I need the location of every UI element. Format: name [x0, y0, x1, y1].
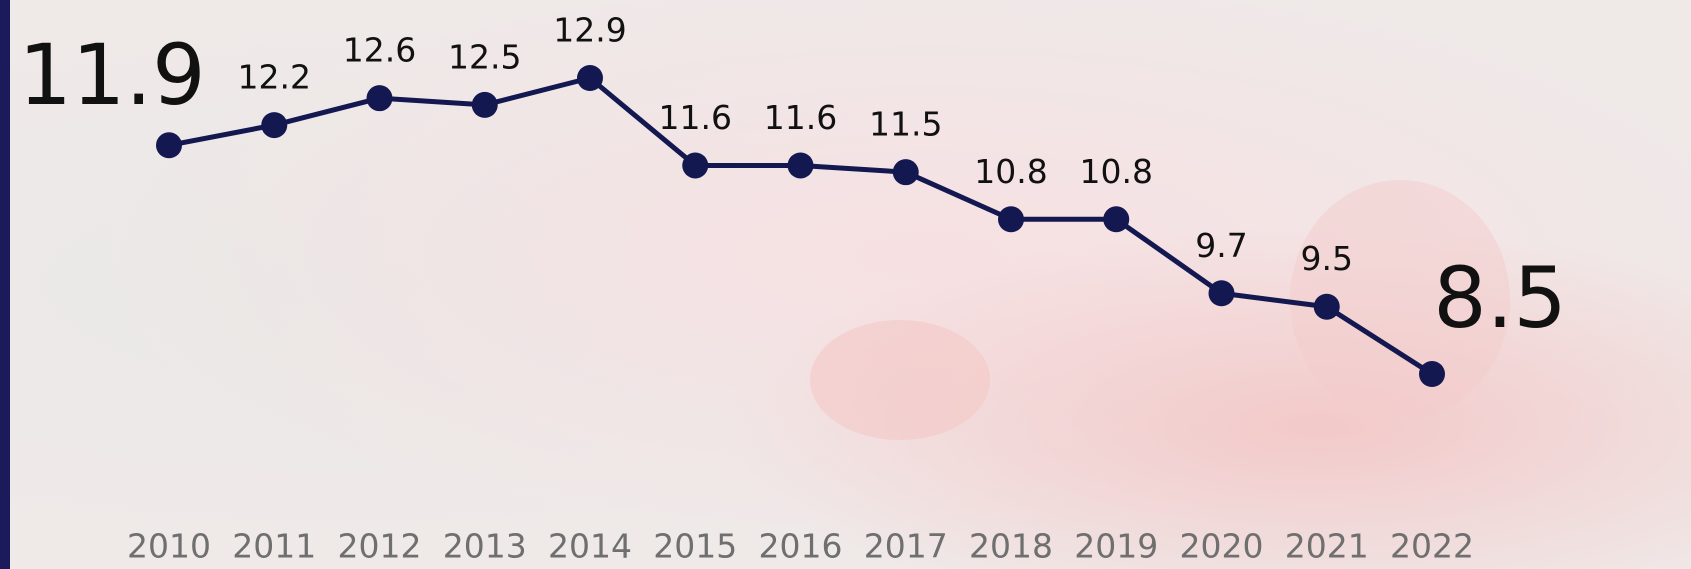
value-label: 12.9 [553, 11, 626, 50]
x-tick-label: 2016 [759, 527, 843, 566]
marker [1209, 280, 1235, 306]
x-tick-label: 2011 [232, 527, 316, 566]
marker [156, 132, 182, 158]
marker [577, 65, 603, 91]
x-tick-label: 2012 [338, 527, 422, 566]
value-label: 11.6 [659, 98, 732, 137]
value-label: 11.5 [869, 105, 942, 144]
x-tick-label: 2017 [864, 527, 948, 566]
marker [998, 206, 1024, 232]
marker [367, 85, 393, 111]
value-label: 11.6 [764, 98, 837, 137]
value-label: 12.6 [343, 31, 416, 70]
x-tick-label: 2021 [1285, 527, 1369, 566]
x-tick-label: 2014 [548, 527, 632, 566]
value-label: 9.7 [1195, 226, 1247, 265]
value-label: 12.2 [238, 58, 311, 97]
marker [261, 112, 287, 138]
x-tick-label: 2015 [653, 527, 737, 566]
value-label: 10.8 [974, 152, 1047, 191]
value-label: 12.5 [448, 37, 521, 76]
value-label: 8.5 [1433, 249, 1567, 347]
x-tick-label: 2010 [127, 527, 211, 566]
marker [1103, 206, 1129, 232]
side-bar [0, 0, 10, 569]
marker [682, 152, 708, 178]
marker [1419, 361, 1445, 387]
marker [472, 92, 498, 118]
decor [810, 320, 990, 440]
page: {"chart_data": {"type": "line", "categor… [0, 0, 1691, 569]
x-tick-label: 2019 [1074, 527, 1158, 566]
chart: 2010 2011 2012 2013 2014 2015 2016 2017 2018 2019… [0, 0, 1691, 569]
marker [1314, 294, 1340, 320]
x-tick-label: 2020 [1180, 527, 1264, 566]
marker [788, 152, 814, 178]
value-label: 11.9 [18, 26, 205, 124]
value-label: 10.8 [1080, 152, 1153, 191]
x-tick-label: 2013 [443, 527, 527, 566]
marker [893, 159, 919, 185]
value-label: 9.5 [1301, 239, 1353, 278]
x-tick-label: 2018 [969, 527, 1053, 566]
x-tick-label: 2022 [1390, 527, 1474, 566]
